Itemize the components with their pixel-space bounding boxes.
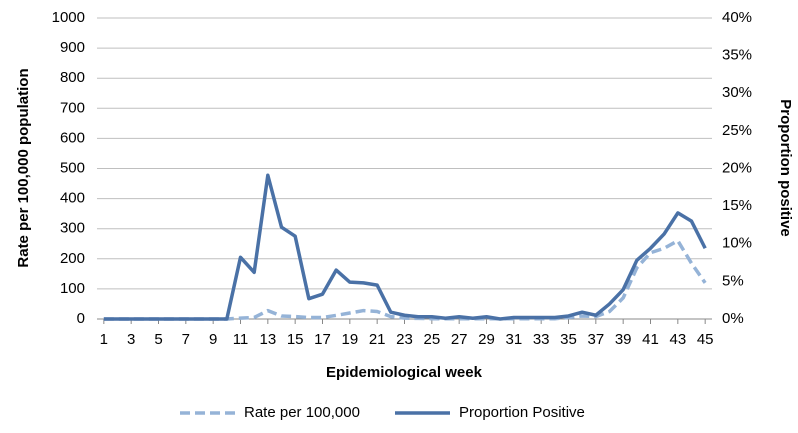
- y-tick-label: 400: [60, 190, 85, 207]
- x-tick-label: 3: [127, 331, 135, 348]
- y-axis-title: Rate per 100,000 population: [15, 68, 32, 267]
- y-tick-label: 200: [60, 250, 85, 267]
- x-tick-label: 29: [478, 331, 495, 348]
- x-tick-label: 9: [209, 331, 217, 348]
- y-tick-label: 600: [60, 129, 85, 146]
- x-tick-label: 25: [423, 331, 440, 348]
- y-tick-label: 800: [60, 69, 85, 86]
- legend-label: Proportion Positive: [459, 404, 585, 421]
- y2-tick-label: 10%: [722, 235, 752, 252]
- y-tick-label: 1000: [52, 9, 85, 26]
- x-tick-label: 39: [615, 331, 632, 348]
- x-tick-label: 33: [533, 331, 550, 348]
- y2-tick-label: 20%: [722, 159, 752, 176]
- x-tick-label: 31: [505, 331, 522, 348]
- y2-tick-label: 25%: [722, 122, 752, 139]
- y2-tick-label: 30%: [722, 84, 752, 101]
- y-tick-label: 100: [60, 280, 85, 297]
- x-tick-label: 19: [341, 331, 358, 348]
- x-tick-label: 27: [451, 331, 468, 348]
- y-tick-label: 900: [60, 39, 85, 56]
- y-tick-label: 300: [60, 220, 85, 237]
- x-tick-label: 1: [100, 331, 108, 348]
- x-tick-label: 11: [233, 331, 249, 348]
- x-tick-label: 41: [642, 331, 659, 348]
- x-tick-label: 45: [697, 331, 714, 348]
- legend-label: Rate per 100,000: [244, 404, 360, 421]
- x-tick-label: 15: [287, 331, 304, 348]
- y2-tick-label: 35%: [722, 47, 752, 64]
- x-tick-label: 37: [587, 331, 604, 348]
- x-tick-label: 13: [259, 331, 276, 348]
- y2-tick-label: 15%: [722, 197, 752, 214]
- y-tick-label: 700: [60, 99, 85, 116]
- x-tick-label: 35: [560, 331, 577, 348]
- x-tick-label: 43: [669, 331, 686, 348]
- x-tick-label: 23: [396, 331, 413, 348]
- y2-tick-label: 5%: [722, 272, 744, 289]
- y-tick-label: 0: [77, 310, 85, 327]
- y2-axis-title: Proportion positive: [777, 99, 794, 237]
- x-tick-label: 5: [154, 331, 162, 348]
- series-line: [103, 173, 707, 321]
- x-tick-label: 17: [314, 331, 331, 348]
- x-axis-title: Epidemiological week: [326, 364, 483, 381]
- x-tick-label: 21: [369, 331, 386, 348]
- y-tick-label: 500: [60, 159, 85, 176]
- y2-tick-label: 40%: [722, 9, 752, 26]
- y2-tick-label: 0%: [722, 310, 744, 327]
- x-tick-label: 7: [182, 331, 190, 348]
- series-line: [103, 238, 707, 321]
